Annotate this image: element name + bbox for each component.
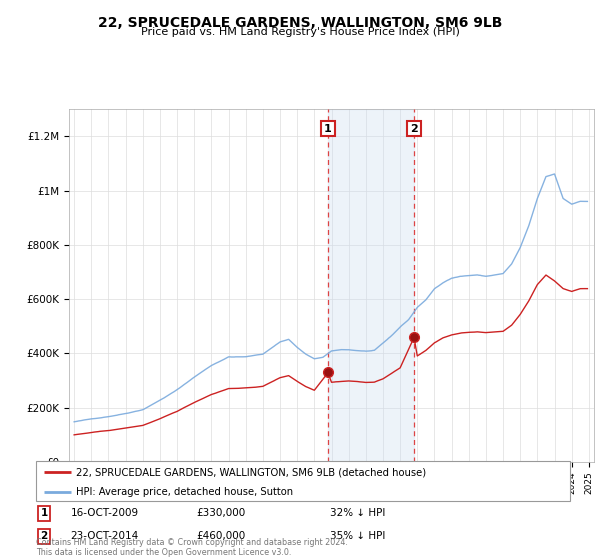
- Text: 16-OCT-2009: 16-OCT-2009: [71, 508, 139, 519]
- Text: 1: 1: [40, 508, 47, 519]
- Bar: [328, 109, 414, 462]
- FancyBboxPatch shape: [36, 461, 570, 501]
- Text: Contains HM Land Registry data © Crown copyright and database right 2024.
This d: Contains HM Land Registry data © Crown c…: [36, 538, 348, 557]
- Text: 2: 2: [40, 531, 47, 542]
- Text: £330,000: £330,000: [196, 508, 245, 519]
- Text: HPI: Average price, detached house, Sutton: HPI: Average price, detached house, Sutt…: [76, 487, 293, 497]
- Text: 32% ↓ HPI: 32% ↓ HPI: [330, 508, 385, 519]
- Text: £460,000: £460,000: [196, 531, 245, 542]
- Text: 35% ↓ HPI: 35% ↓ HPI: [330, 531, 385, 542]
- Text: 1: 1: [324, 124, 332, 134]
- Text: 2: 2: [410, 124, 418, 134]
- Text: 22, SPRUCEDALE GARDENS, WALLINGTON, SM6 9LB (detached house): 22, SPRUCEDALE GARDENS, WALLINGTON, SM6 …: [76, 467, 426, 477]
- Text: Price paid vs. HM Land Registry's House Price Index (HPI): Price paid vs. HM Land Registry's House …: [140, 27, 460, 37]
- Text: 23-OCT-2014: 23-OCT-2014: [71, 531, 139, 542]
- Text: 22, SPRUCEDALE GARDENS, WALLINGTON, SM6 9LB: 22, SPRUCEDALE GARDENS, WALLINGTON, SM6 …: [98, 16, 502, 30]
